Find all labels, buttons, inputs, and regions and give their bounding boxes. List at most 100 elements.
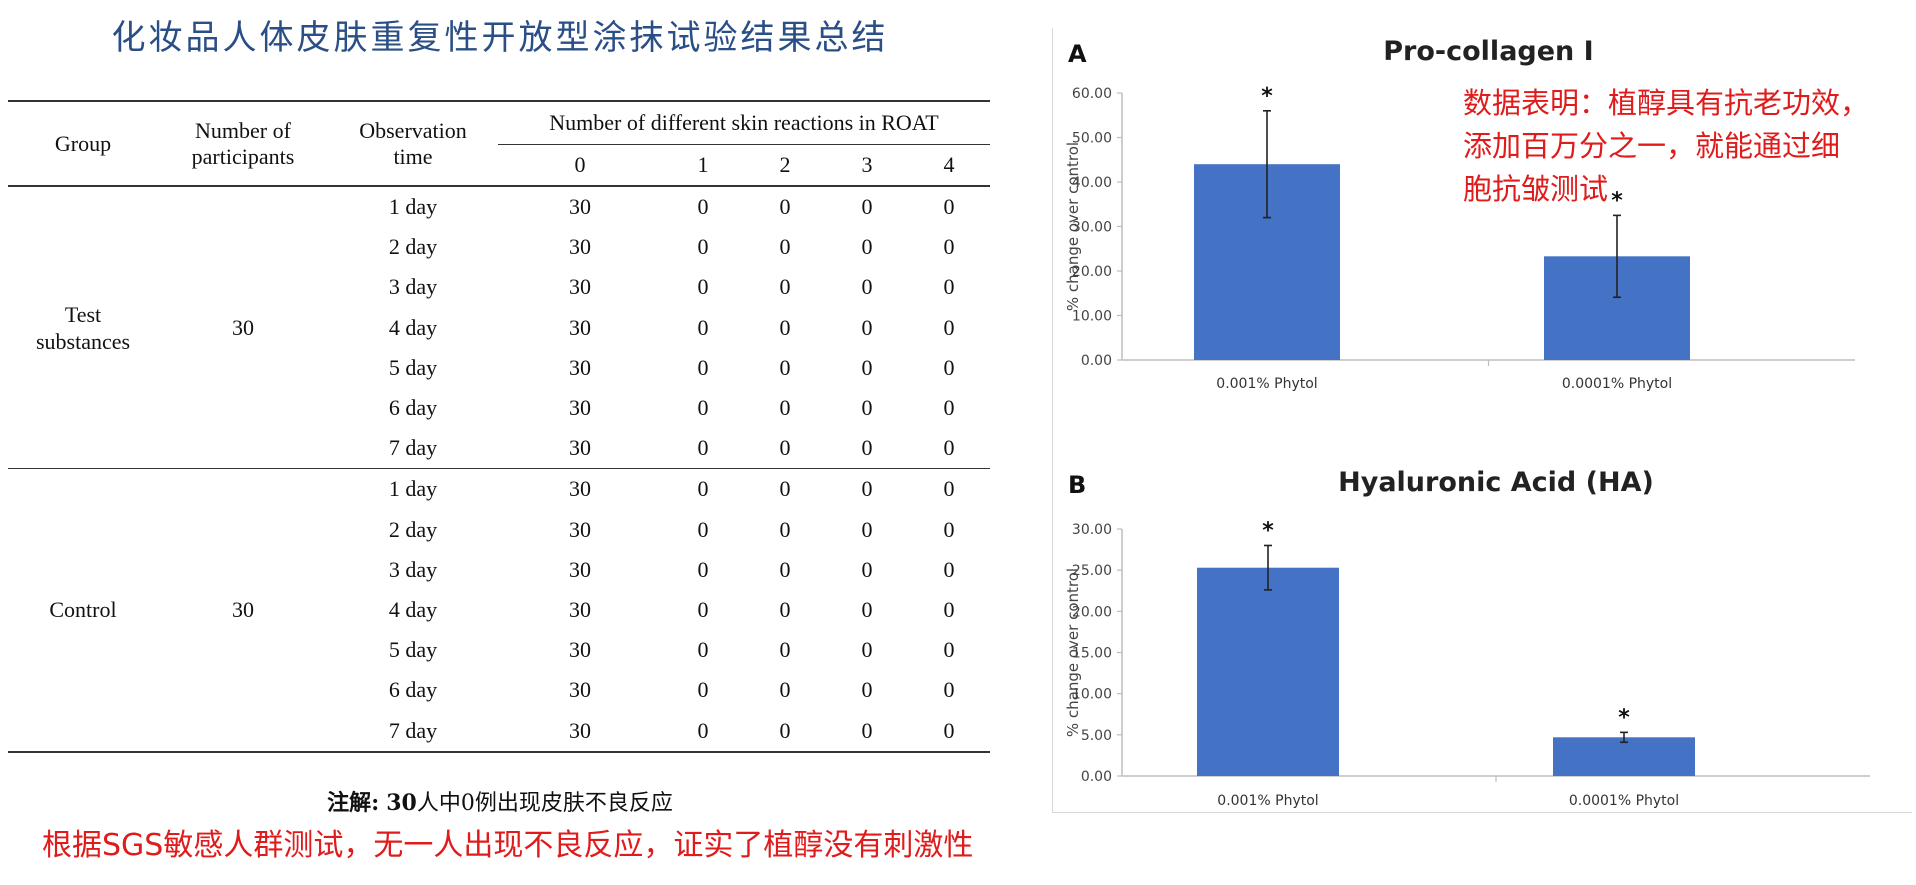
observation-time: 3 day [388,556,438,582]
header-participants-line-1: Number of [195,117,291,143]
y-tick-label: 15.00 [1072,646,1112,662]
observation-time: 1 day [388,476,438,502]
chart-panel-frame [1052,28,1912,813]
reaction-count: 0 [697,435,709,461]
header-level: 0 [574,152,586,177]
reaction-count: 0 [943,354,955,380]
reaction-count: 0 [861,637,873,663]
reaction-count: 0 [943,556,955,582]
reaction-count: 0 [779,435,791,461]
group-test-substances: Test substances 30 1 day 30 0 0 0 0 2 day 30 0 0 0 0 3 … [8,186,990,469]
header-participants: Number of participants [158,101,328,186]
table-row: 6 day 30 0 0 0 0 [8,670,990,710]
y-tick-label: 25.00 [1072,563,1112,579]
header-observation-line-1: Observation [359,117,467,143]
reaction-count: 0 [779,476,791,502]
reaction-count: 0 [779,314,791,340]
observation-time: 6 day [388,395,438,421]
header-reactions: Number of different skin reactions in RO… [498,101,990,145]
reaction-count: 0 [861,596,873,622]
header-observation: Observation time [328,101,498,186]
note-count: 30 [386,790,417,816]
group-label: Test substances [8,186,158,469]
y-tick-label: 20.00 [1072,604,1112,620]
reaction-count: 30 [568,314,591,340]
observation-time: 7 day [388,717,438,743]
observation-time: 6 day [388,677,438,703]
table-row: Test substances 30 1 day 30 0 0 0 0 [8,186,990,354]
observation-time: 1 day [388,194,438,220]
reaction-count: 0 [779,677,791,703]
header-level: 1 [697,152,709,177]
table-row: 5 day 30 0 0 0 0 [8,630,990,670]
reaction-count: 0 [943,194,955,220]
table-row: 5 day 30 0 0 0 0 [8,348,990,388]
roat-results-table: Group Number of participants Observation… [8,100,990,753]
reaction-count: 0 [943,476,955,502]
reaction-count: 0 [943,234,955,260]
reaction-count: 0 [861,677,873,703]
anti-aging-line: 数据表明：植醇具有抗老功效， [1463,86,1870,120]
header-level: 4 [943,152,955,177]
reaction-count: 0 [697,234,709,260]
reaction-count: 0 [697,194,709,220]
participants-count: 30 [232,314,254,340]
reaction-count: 30 [568,274,591,300]
reaction-count: 0 [861,717,873,743]
table-row: 2 day 30 0 0 0 0 [8,227,990,267]
reaction-count: 0 [861,234,873,260]
bar [1197,567,1339,776]
observation-time: 7 day [388,435,438,461]
reaction-count: 30 [568,596,591,622]
x-category-label: 0.0001% Phytol [1562,376,1672,392]
reaction-count: 0 [779,234,791,260]
y-tick-label: 0.00 [1081,769,1112,785]
observation-time: 4 day [388,314,438,340]
reaction-count: 0 [697,637,709,663]
table-row: 7 day 30 0 0 0 0 [8,710,990,751]
reaction-count: 0 [779,274,791,300]
y-axis-label: % change over control [1064,142,1082,311]
reaction-count: 0 [861,314,873,340]
reaction-count: 0 [779,637,791,663]
header-level: 3 [861,152,873,177]
reaction-count: 0 [861,395,873,421]
anti-aging-conclusion: 数据表明：植醇具有抗老功效， 添加百万分之一，就能通过细 胞抗皱测试 [1463,82,1903,211]
reaction-count: 0 [861,476,873,502]
y-tick-label: 10.00 [1072,309,1112,325]
reaction-count: 0 [943,677,955,703]
reaction-count: 0 [943,516,955,542]
reaction-count: 30 [568,395,591,421]
reaction-count: 0 [943,717,955,743]
bar [1553,737,1695,776]
reaction-count: 0 [861,516,873,542]
significance-marker: * [1261,84,1273,109]
reaction-count: 0 [861,435,873,461]
observation-time: 2 day [388,516,438,542]
observation-time: 4 day [388,596,438,622]
chart-title: Hyaluronic Acid (HA) [1338,467,1654,498]
reaction-count: 0 [697,395,709,421]
significance-marker: * [1618,705,1630,730]
reaction-count: 0 [861,354,873,380]
reaction-count: 0 [779,194,791,220]
observation-time: 5 day [388,354,438,380]
y-tick-label: 60.00 [1072,86,1112,102]
reaction-count: 0 [943,395,955,421]
table-row: 6 day 30 0 0 0 0 [8,388,990,428]
significance-marker: * [1262,518,1274,543]
panel-letter: B [1068,471,1086,499]
reaction-count: 30 [568,516,591,542]
reaction-count: 0 [779,556,791,582]
table-row: 3 day 30 0 0 0 0 [8,267,990,307]
reaction-count: 0 [779,516,791,542]
reaction-count: 0 [697,314,709,340]
observation-time: 3 day [388,274,438,300]
note-prefix: 注解: [327,790,380,816]
reaction-count: 30 [568,476,591,502]
x-category-label: 0.0001% Phytol [1569,793,1679,809]
table-row: 7 day 30 0 0 0 0 [8,428,990,469]
group-control: Control 30 1 day 30 0 0 0 0 2 day 30 0 0 0 0 3 day 30 0 0… [8,468,990,752]
observation-time: 2 day [388,234,438,260]
